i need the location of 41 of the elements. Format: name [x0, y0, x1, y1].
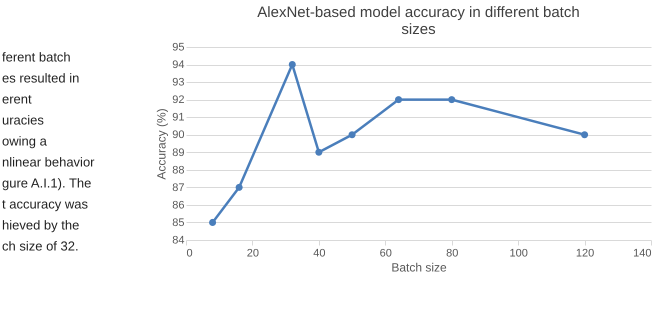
y-tick-label: 95	[172, 42, 184, 54]
x-tick-label: 60	[380, 248, 392, 260]
chart-title: AlexNet-based model accuracy in different batch sizes	[257, 4, 580, 38]
y-tick-label: 84	[172, 234, 184, 246]
text: hieved by the	[2, 218, 80, 232]
x-tick-label: 100	[509, 248, 528, 260]
x-tick-label: 0	[186, 248, 193, 260]
y-axis-title: Accuracy (%)	[154, 108, 168, 180]
y-tick-label: 94	[172, 59, 184, 72]
text: ferent batch	[2, 50, 71, 64]
x-tick-label: 20	[246, 248, 260, 260]
point	[581, 131, 588, 138]
text: t accuracy was	[2, 196, 88, 212]
point	[315, 148, 322, 156]
y-tick-label: 85	[172, 216, 184, 229]
point	[209, 218, 216, 226]
point	[395, 96, 402, 104]
text: gure A.I.1). The	[2, 176, 92, 190]
text: ch size of 32.	[2, 238, 79, 254]
x-tick-label: 40	[313, 248, 326, 260]
y-tick-label: 87	[172, 182, 184, 194]
y-tick-label: 93	[172, 76, 184, 89]
y-tick-label: 86	[172, 199, 184, 212]
point	[236, 184, 243, 191]
text: es resulted in	[2, 70, 80, 86]
y-tick-label: 90	[172, 129, 184, 142]
x-tick-label: 140	[633, 248, 652, 260]
text: erent	[2, 92, 32, 106]
text: nlinear behavior	[2, 154, 96, 170]
point	[448, 96, 456, 104]
y-tick-label: 92	[172, 94, 184, 106]
y-tick-label: 91	[172, 112, 184, 124]
x-axis-title: Batch size	[391, 260, 448, 274]
y-tick-label: 89	[172, 146, 184, 159]
text: uracies	[2, 112, 44, 128]
text: owing a	[2, 134, 48, 148]
x-tick-label: 120	[576, 248, 594, 260]
y-tick-label: 88	[172, 164, 184, 176]
point	[348, 131, 356, 138]
point	[288, 61, 296, 68]
x-tick-label: 80	[446, 248, 458, 260]
